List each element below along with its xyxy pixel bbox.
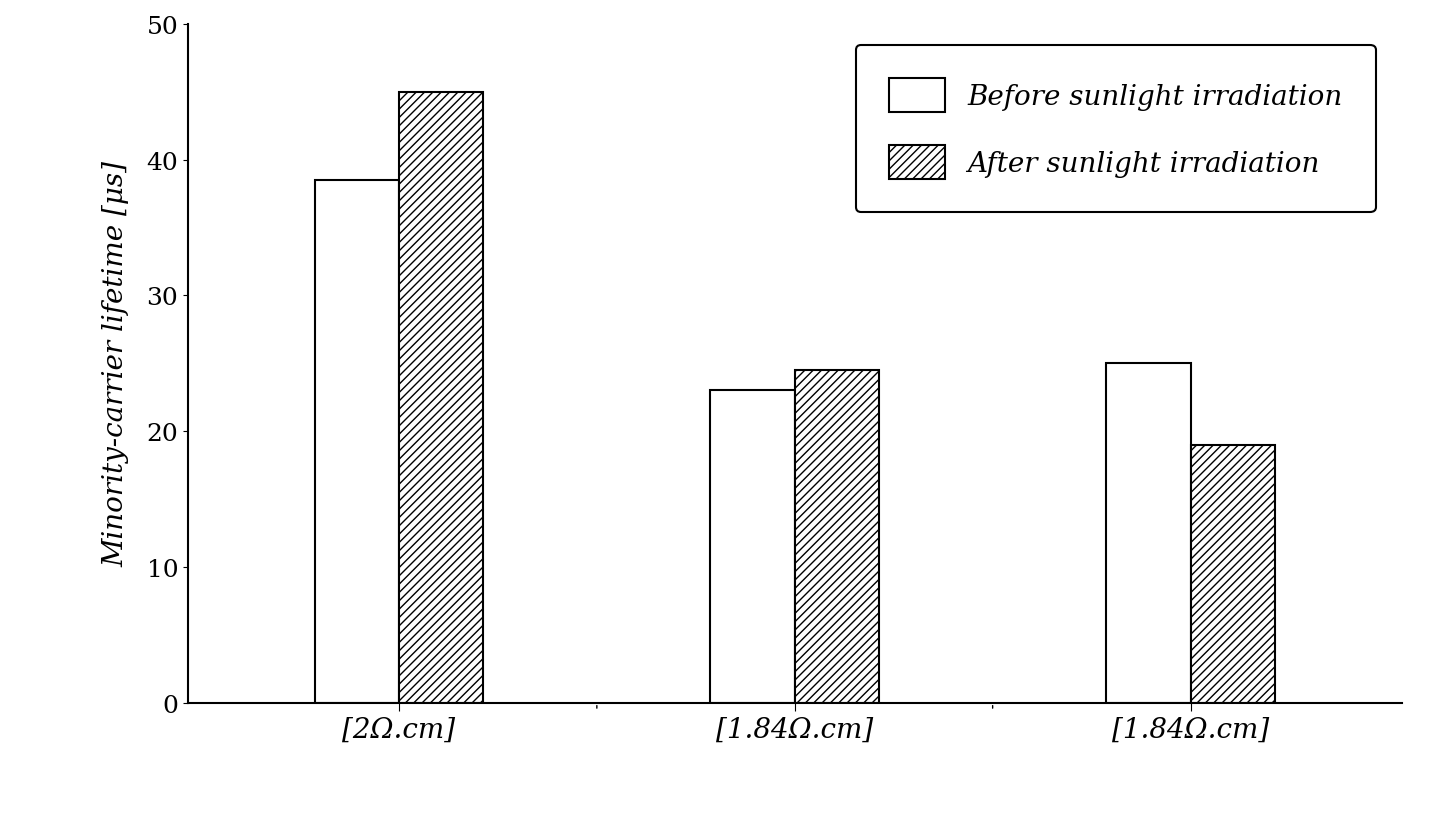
Bar xyxy=(315,181,399,703)
Bar xyxy=(399,93,484,703)
Legend: Before sunlight irradiation, After sunlight irradiation: Before sunlight irradiation, After sunli… xyxy=(855,45,1376,213)
Bar xyxy=(711,391,795,703)
Bar xyxy=(1191,445,1274,703)
Bar xyxy=(795,370,879,703)
Bar xyxy=(1105,364,1191,703)
Y-axis label: Minority-carrier lifetime [μs]: Minority-carrier lifetime [μs] xyxy=(103,161,130,566)
